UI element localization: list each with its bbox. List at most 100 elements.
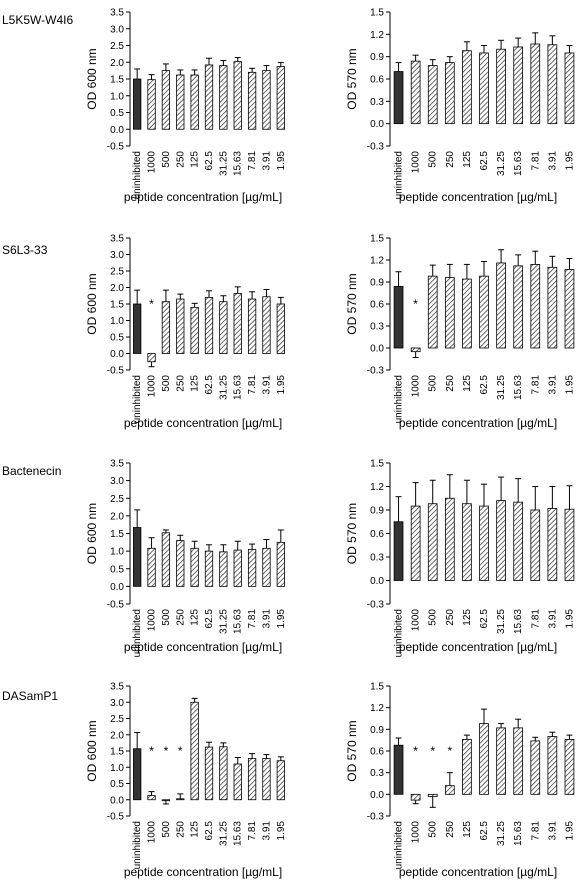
x-tick-label: 31.25: [496, 821, 507, 846]
bar-hatched: [176, 540, 185, 587]
x-tick-label: 15.63: [513, 375, 524, 400]
y-tick-label: 0.6: [370, 300, 384, 311]
bar-hatched: [219, 65, 228, 130]
y-tick-label: 0.5: [110, 108, 124, 119]
bar-hatched: [547, 736, 558, 795]
bar-hatched: [147, 353, 156, 363]
y-tick-label: 0.9: [370, 725, 384, 736]
y-tick-label: 1.5: [110, 300, 124, 311]
bar-hatched: [233, 763, 242, 801]
y-tick-label: 0.0: [110, 795, 124, 806]
y-tick-label: 3.5: [110, 682, 124, 693]
x-tick-label: 62.5: [479, 375, 490, 395]
x-tick-label: 250: [445, 609, 456, 626]
x-tick-label: 250: [175, 151, 186, 168]
bar-hatched: [190, 547, 199, 587]
x-tick-label: 3.91: [261, 375, 272, 395]
bar-hatched: [176, 798, 185, 801]
significance-star: *: [430, 744, 435, 758]
y-tick-label: 3.0: [110, 250, 124, 261]
y-tick-label: 3.5: [110, 459, 124, 470]
x-tick-label: 31.25: [496, 375, 507, 400]
x-tick-label: 500: [161, 375, 172, 392]
x-tick-label: 500: [428, 375, 439, 392]
bar-hatched: [276, 541, 285, 587]
x-axis-label: peptide concentration [µg/mL]: [124, 865, 282, 879]
x-tick-label: uninhibited: [132, 375, 143, 423]
bar-hatched: [462, 739, 472, 795]
bar-hatched: [444, 62, 455, 125]
bar-hatched: [247, 548, 257, 587]
bar-hatched: [219, 551, 228, 587]
y-tick-label: 3.0: [110, 698, 124, 709]
bar-hatched: [204, 64, 214, 130]
y-tick-label: 0.5: [110, 564, 124, 575]
x-tick-label: 3.91: [261, 609, 272, 629]
bar-hatched: [564, 269, 575, 349]
x-tick-label: 3.91: [547, 375, 558, 395]
x-tick-label: 3.91: [547, 821, 558, 841]
x-tick-label: 250: [175, 821, 186, 838]
bar-hatched: [530, 43, 541, 125]
bar-hatched: [462, 503, 472, 581]
bar-hatched: [161, 70, 171, 130]
y-tick-label: 1.2: [370, 30, 384, 41]
x-tick-label: 500: [428, 609, 439, 626]
x-tick-label: 125: [190, 821, 201, 838]
y-tick-label: 0.9: [370, 278, 384, 289]
y-axis-label: OD 600 nm: [85, 720, 99, 781]
y-tick-label: 1.0: [110, 91, 124, 102]
bar-hatched: [564, 739, 575, 795]
x-tick-label: 1000: [147, 821, 158, 844]
x-tick-label: 125: [190, 375, 201, 392]
x-axis-label: peptide concentration [µg/mL]: [124, 640, 282, 654]
y-tick-label: 1.2: [370, 256, 384, 267]
y-tick-label: 0.0: [370, 576, 384, 587]
x-tick-label: 125: [462, 821, 473, 838]
x-tick-label: 7.81: [247, 151, 258, 171]
bar-hatched: [427, 503, 438, 581]
bar-hatched: [276, 303, 285, 354]
bar-control: [133, 303, 142, 354]
bar-hatched: [513, 265, 524, 349]
chart-panel: -0.3 0.0 0.3 0.6 0.9 1.2 1.5 OD 570 nm * uninhibi…: [345, 234, 575, 431]
x-tick-label: 15.63: [513, 821, 524, 846]
y-tick-label: 1.0: [110, 763, 124, 774]
y-tick-label: 2.5: [110, 494, 124, 505]
y-tick-label: 3.0: [110, 476, 124, 487]
y-tick-label: 1.5: [370, 682, 384, 693]
y-tick-label: -0.5: [107, 812, 125, 823]
significance-star: *: [149, 297, 154, 311]
chart-panel: DASamP1 -0.5 0.0 0.5 1.0 1.5 2.0 2.5 3.0 3.5 OD 60…: [2, 682, 287, 880]
y-tick-label: 0.0: [110, 582, 124, 593]
chart-panel: L5K5W-W4I6 -0.5 0.0 0.5 1.0 1.5 2.0 2.5 3.0 3.5 OD…: [2, 8, 287, 205]
y-tick-label: 0.9: [370, 506, 384, 517]
y-tick-label: 1.5: [110, 747, 124, 758]
y-axis-label: OD 600 nm: [85, 48, 99, 109]
y-tick-label: 1.2: [370, 703, 384, 714]
bar-hatched: [219, 301, 228, 354]
bar-hatched: [161, 301, 171, 354]
bar-hatched: [479, 505, 489, 581]
bar-hatched: [276, 66, 285, 130]
bar-hatched: [410, 347, 421, 353]
y-tick-label: 0.9: [370, 52, 384, 63]
x-tick-label: 15.63: [233, 821, 244, 846]
x-tick-label: 1.95: [564, 609, 575, 629]
bar-hatched: [262, 547, 271, 587]
x-tick-label: 31.25: [218, 151, 229, 176]
bar-hatched: [204, 296, 214, 354]
x-tick-label: 250: [175, 609, 186, 626]
y-tick-label: 0.6: [370, 75, 384, 86]
y-tick-label: -0.3: [367, 366, 385, 377]
x-tick-label: 31.25: [496, 609, 507, 634]
bar-control: [393, 285, 404, 349]
y-tick-label: 1.0: [110, 316, 124, 327]
x-tick-label: 15.63: [233, 609, 244, 634]
x-tick-label: 7.81: [530, 375, 541, 395]
x-tick-label: 62.5: [479, 609, 490, 629]
x-tick-label: 250: [445, 821, 456, 838]
y-tick-label: 2.0: [110, 283, 124, 294]
bar-hatched: [462, 278, 472, 349]
